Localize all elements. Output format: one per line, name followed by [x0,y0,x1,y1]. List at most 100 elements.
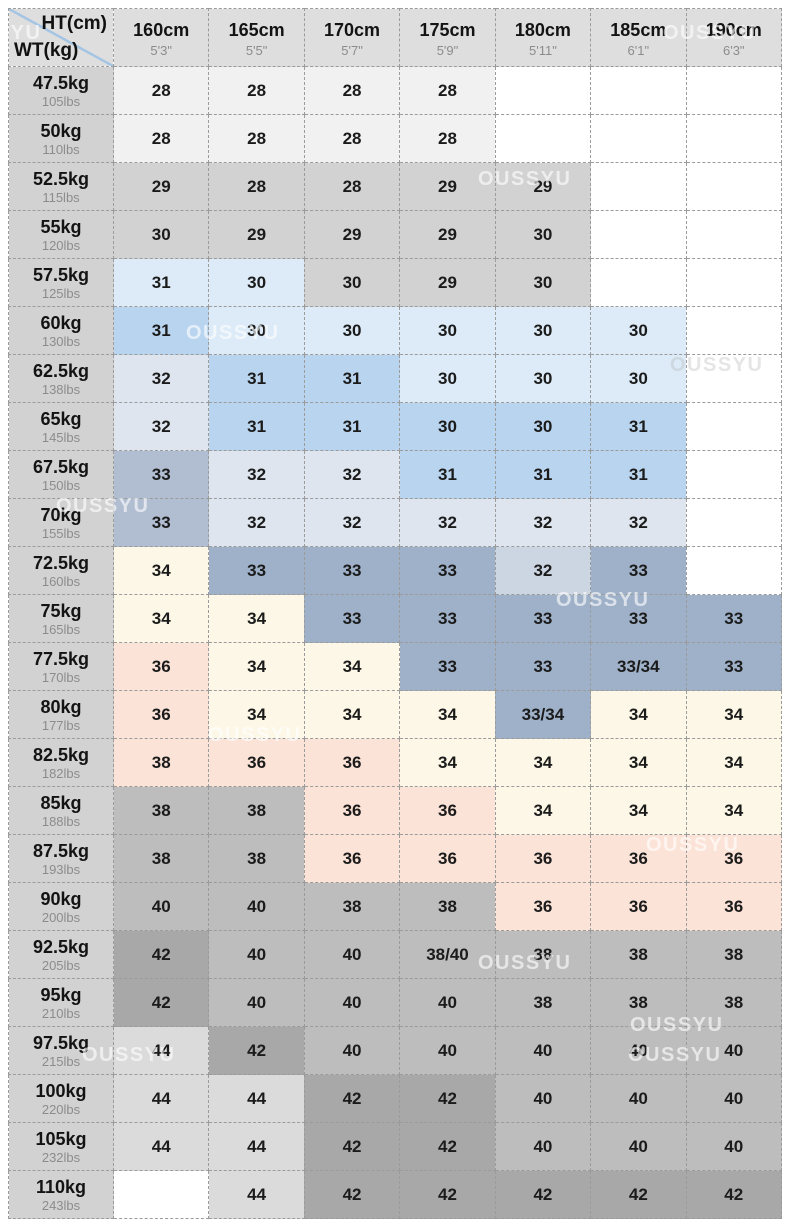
size-cell: 33 [399,546,496,595]
size-cell: 32 [303,450,401,499]
size-cell: 38 [590,930,687,979]
size-cell: 33 [590,594,687,643]
size-cell: 30 [399,354,496,403]
height-ft-label: 5'7" [341,42,363,58]
size-cell: 40 [208,930,305,979]
weight-kg-label: 52.5kg [32,168,90,189]
size-cell: 40 [399,1026,496,1075]
row-header-60kg: 60kg 130lbs [8,306,114,355]
size-cell: 36 [112,642,210,691]
size-cell: 34 [685,786,783,835]
table-row: 55kg 120lbs 30 29 29 29 30 [8,210,783,259]
size-cell: 42 [399,1074,496,1123]
size-cell: 34 [208,690,305,739]
row-header-50kg: 50kg 110lbs [8,114,114,163]
header-row: HT(cm) WT(kg) 160cm 5'3" 165cm 5'5" 170cm 5'7… [8,8,783,67]
size-cell: 30 [303,306,401,355]
table-row: 100kg 220lbs 44 44 42 42 40 40 40 [8,1074,783,1123]
height-cm-label: 165cm [228,19,285,40]
column-header-170cm: 170cm 5'7" [303,8,401,67]
row-header-92.5kg: 92.5kg 205lbs [8,930,114,979]
weight-kg-label: 47.5kg [32,72,90,93]
weight-lbs-label: 188lbs [41,813,81,829]
size-cell: 30 [208,258,305,307]
size-cell: 32 [208,498,305,547]
size-cell: 29 [399,210,496,259]
size-cell: 34 [590,738,687,787]
size-cell: 36 [399,786,496,835]
size-cell: 28 [399,114,496,163]
size-cell: 34 [590,690,687,739]
weight-kg-label: 55kg [40,216,82,237]
empty-cell [494,114,592,163]
size-cell: 36 [303,786,401,835]
height-cm-label: 160cm [133,19,190,40]
size-cell: 33 [303,594,401,643]
empty-cell [590,258,687,307]
weight-lbs-label: 130lbs [41,333,81,349]
weight-lbs-label: 145lbs [41,429,81,445]
weight-lbs-label: 193lbs [41,861,81,877]
column-header-165cm: 165cm 5'5" [208,8,305,67]
weight-kg-label: 82.5kg [32,744,90,765]
column-header-190cm: 190cm 6'3" [685,8,783,67]
weight-lbs-label: 150lbs [41,477,81,493]
weight-lbs-label: 165lbs [41,621,81,637]
weight-kg-label: 50kg [40,120,82,141]
size-cell: 33 [208,546,305,595]
table-row: 97.5kg 215lbs 44 42 40 40 40 40 40 [8,1026,783,1075]
weight-lbs-label: 125lbs [41,285,81,301]
size-cell: 38 [112,738,210,787]
size-cell: 40 [685,1026,783,1075]
size-cell: 33 [685,594,783,643]
size-cell: 36 [208,738,305,787]
weight-kg-label: 62.5kg [32,360,90,381]
weight-lbs-label: 160lbs [41,573,81,589]
size-cell: 31 [399,450,496,499]
weight-kg-label: 60kg [40,312,82,333]
empty-cell [685,402,783,451]
weight-lbs-label: 170lbs [41,669,81,685]
size-cell: 42 [112,930,210,979]
size-cell: 34 [685,690,783,739]
weight-lbs-label: 182lbs [41,765,81,781]
size-cell: 30 [590,306,687,355]
row-header-77.5kg: 77.5kg 170lbs [8,642,114,691]
size-cell: 33 [112,450,210,499]
size-cell: 42 [399,1122,496,1171]
size-cell: 31 [112,306,210,355]
size-cell: 40 [685,1074,783,1123]
empty-cell [685,66,783,115]
weight-lbs-label: 177lbs [41,717,81,733]
size-cell: 30 [494,258,592,307]
size-cell: 34 [590,786,687,835]
height-ft-label: 5'3" [150,42,172,58]
weight-kg-label: 90kg [40,888,82,909]
weight-kg-label: 67.5kg [32,456,90,477]
weight-kg-label: 85kg [40,792,82,813]
weight-lbs-label: 215lbs [41,1053,81,1069]
height-ft-label: 5'9" [436,42,459,58]
empty-cell [590,210,687,259]
size-cell: 30 [494,354,592,403]
size-cell: 36 [685,882,783,931]
empty-cell [590,114,687,163]
size-cell: 36 [590,882,687,931]
size-cell: 42 [303,1122,401,1171]
size-cell: 38/40 [399,930,496,979]
size-cell: 34 [399,690,496,739]
size-cell: 28 [208,114,305,163]
size-cell: 33 [494,642,592,691]
size-cell: 33 [112,498,210,547]
size-cell: 44 [112,1026,210,1075]
size-cell: 30 [303,258,401,307]
size-cell: 34 [112,546,210,595]
size-cell: 40 [303,1026,401,1075]
size-cell: 28 [399,66,496,115]
column-header-185cm: 185cm 6'1" [590,8,687,67]
height-axis-label: HT(cm) [41,13,107,34]
row-header-70kg: 70kg 155lbs [8,498,114,547]
table-row: 52.5kg 115lbs 29 28 28 29 29 [8,162,783,211]
size-cell: 28 [208,162,305,211]
weight-lbs-label: 200lbs [41,909,81,925]
